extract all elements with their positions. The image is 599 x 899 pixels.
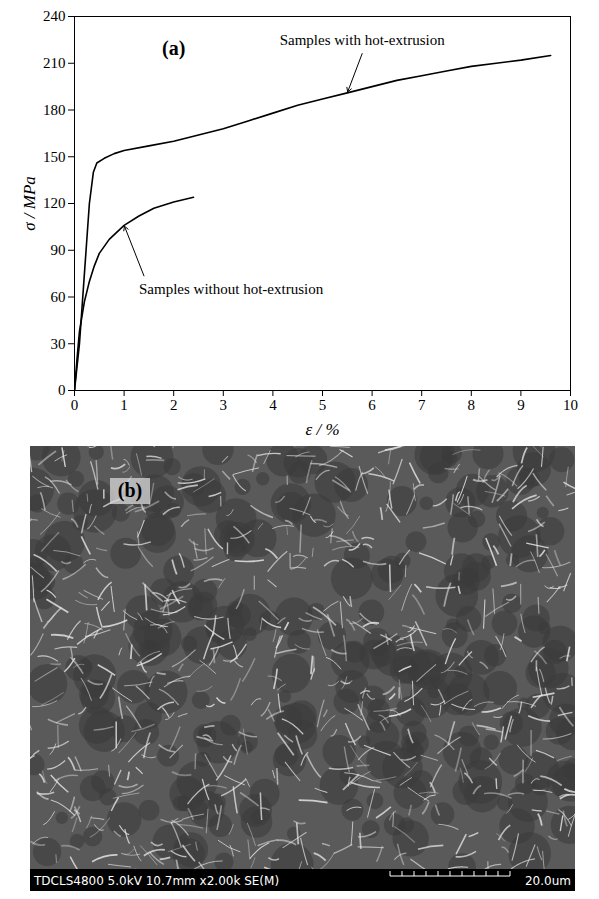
svg-text:90: 90	[51, 242, 66, 258]
svg-text:Samples without hot-extrusion: Samples without hot-extrusion	[139, 281, 324, 297]
svg-text:20.0um: 20.0um	[525, 874, 571, 888]
svg-text:Samples with hot-extrusion: Samples with hot-extrusion	[280, 32, 445, 48]
svg-text:0: 0	[58, 382, 66, 398]
svg-text:9: 9	[517, 397, 525, 413]
svg-text:210: 210	[43, 55, 66, 71]
svg-text:ε / %: ε / %	[305, 420, 339, 439]
svg-text:(b): (b)	[118, 479, 142, 502]
svg-text:180: 180	[43, 102, 66, 118]
svg-text:30: 30	[51, 336, 66, 352]
svg-text:6: 6	[368, 397, 376, 413]
svg-text:1: 1	[120, 397, 128, 413]
svg-text:5: 5	[319, 397, 327, 413]
svg-text:(a): (a)	[162, 37, 185, 60]
svg-text:2: 2	[170, 397, 178, 413]
svg-text:0: 0	[71, 397, 79, 413]
svg-text:60: 60	[51, 289, 66, 305]
svg-text:8: 8	[468, 397, 476, 413]
svg-text:4: 4	[269, 397, 277, 413]
svg-text:240: 240	[43, 8, 66, 24]
svg-text:7: 7	[418, 397, 426, 413]
svg-text:150: 150	[43, 149, 66, 165]
svg-text:10: 10	[563, 397, 578, 413]
svg-text:3: 3	[220, 397, 228, 413]
svg-text:TDCLS4800 5.0kV 10.7mm x2.00k: TDCLS4800 5.0kV 10.7mm x2.00k SE(M)	[33, 874, 279, 888]
svg-text:120: 120	[43, 195, 66, 211]
svg-text:σ / MPa: σ / MPa	[20, 176, 39, 231]
